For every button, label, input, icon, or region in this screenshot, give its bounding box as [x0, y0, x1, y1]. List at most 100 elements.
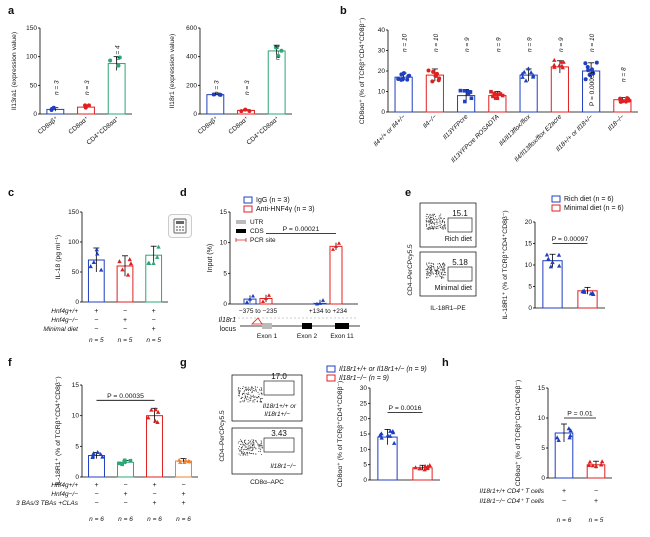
bar: [394, 76, 413, 113]
legend-swatch-pcr: [235, 238, 247, 242]
data-point: [560, 65, 565, 70]
event-dot: [247, 389, 249, 391]
event-dot: [250, 443, 252, 445]
event-dot: [441, 274, 443, 276]
locus-gene-label: Il18r1: [218, 317, 236, 324]
event-dot: [252, 449, 254, 451]
event-dot: [247, 394, 249, 396]
event-dot: [431, 216, 433, 218]
condition-mark: +: [152, 500, 156, 507]
bar: [107, 63, 126, 115]
event-dot: [249, 448, 251, 450]
event-dot: [251, 439, 253, 441]
data-point: [422, 464, 428, 469]
gate-percentage: 5.18: [452, 258, 468, 267]
y-tick-label: 0: [193, 111, 197, 118]
event-dot: [443, 267, 445, 269]
event-dot: [439, 215, 441, 217]
condition-mark: +: [562, 488, 566, 495]
event-dot: [256, 400, 258, 402]
y-tick-label: 10: [538, 415, 546, 422]
event-dot: [242, 387, 244, 389]
data-point: [149, 407, 154, 412]
event-dot: [439, 275, 441, 277]
event-dot: [258, 444, 260, 446]
event-dot: [437, 272, 439, 274]
panel-label-a: a: [8, 5, 15, 17]
event-dot: [427, 274, 429, 276]
condition-label: 3 BAs/3 TBAs +CLAs: [16, 500, 79, 507]
event-dot: [429, 267, 431, 269]
condition-mark: +: [152, 308, 156, 315]
event-dot: [436, 265, 438, 267]
event-dot: [428, 228, 430, 230]
y-tick-label: 25: [360, 400, 368, 407]
event-dot: [248, 397, 250, 399]
event-dot: [252, 448, 254, 450]
event-dot: [433, 264, 435, 266]
event-dot: [258, 445, 260, 447]
event-dot: [441, 272, 443, 274]
locus-label: locus: [220, 326, 237, 333]
legend-label: Il18r1+/+ or Il18r1+/− (n = 9): [339, 366, 427, 373]
event-dot: [431, 272, 433, 274]
category-label: CD8αα⁺: [67, 115, 90, 136]
data-point: [95, 449, 100, 454]
data-point: [217, 92, 222, 97]
data-point: [586, 68, 591, 73]
data-point: [91, 260, 97, 265]
event-dot: [430, 225, 432, 227]
event-dot: [434, 223, 436, 225]
event-dot: [436, 276, 438, 278]
event-dot: [254, 390, 256, 392]
data-point: [267, 293, 271, 297]
y-tick-label: 30: [360, 385, 368, 392]
y-tick-label: 0: [363, 477, 367, 484]
data-point: [620, 99, 625, 104]
n-label: n = 6: [557, 517, 572, 524]
event-dot: [251, 389, 253, 391]
bar: [206, 94, 225, 115]
event-dot: [433, 225, 435, 227]
data-point: [178, 460, 183, 465]
event-dot: [240, 443, 242, 445]
event-dot: [255, 396, 257, 398]
bar: [146, 415, 163, 478]
calculator-icon[interactable]: [168, 214, 192, 238]
y-tick-label: 10: [220, 240, 228, 247]
event-dot: [438, 225, 440, 227]
data-point: [151, 260, 156, 265]
event-dot: [245, 449, 247, 451]
data-point: [83, 105, 88, 110]
event-dot: [438, 273, 440, 275]
data-point: [50, 106, 55, 111]
event-dot: [245, 386, 247, 388]
data-point: [95, 251, 100, 256]
data-point: [273, 45, 278, 50]
event-dot: [242, 443, 244, 445]
data-point: [567, 435, 572, 440]
data-point: [626, 97, 631, 102]
condition-mark: +: [94, 308, 98, 315]
panel-label-b: b: [340, 5, 347, 17]
event-dot: [432, 228, 434, 230]
event-dot: [426, 220, 428, 222]
event-dot: [443, 218, 445, 220]
event-dot: [260, 392, 262, 394]
event-dot: [254, 396, 256, 398]
y-tick-label: 10: [360, 446, 368, 453]
data-point: [552, 64, 557, 69]
n-label: n = 5: [89, 337, 104, 344]
event-dot: [436, 270, 438, 272]
event-dot: [427, 268, 429, 270]
event-dot: [243, 441, 245, 443]
event-dot: [440, 213, 442, 215]
data-point: [117, 461, 122, 466]
event-dot: [253, 443, 255, 445]
event-dot: [439, 264, 441, 266]
event-dot: [239, 454, 241, 456]
event-dot: [429, 275, 431, 277]
event-dot: [426, 228, 428, 230]
y-tick-label: 0: [541, 475, 545, 482]
y-axis-label: IL-18 (pg ml⁻¹): [55, 235, 62, 279]
